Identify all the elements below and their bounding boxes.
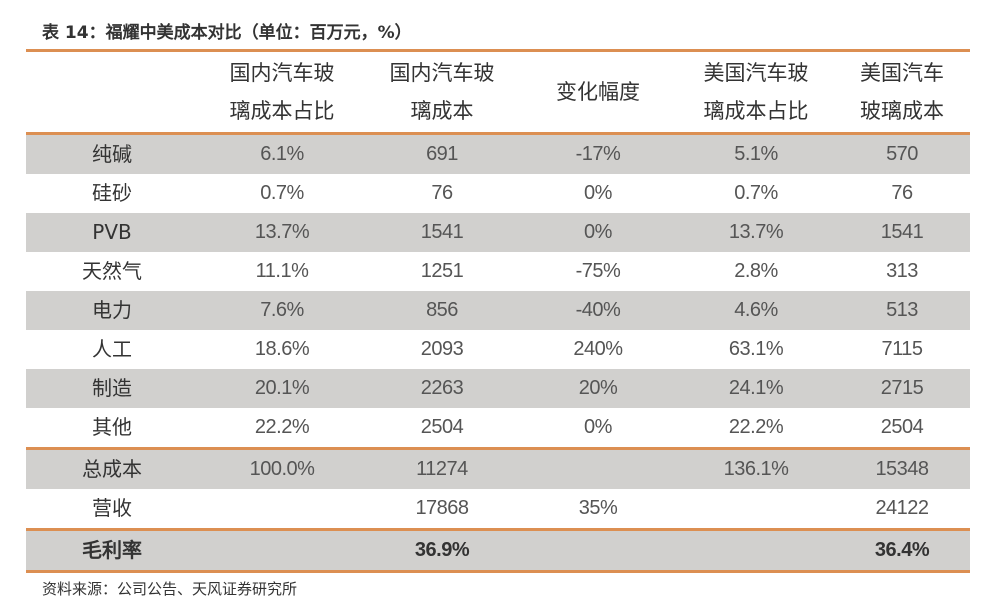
table-row: 纯碱 6.1% 691 -17% 5.1% 570 [26,135,970,174]
row-label: 毛利率 [82,538,142,562]
table-cell: 20.1% [254,377,310,399]
table-cell: 4.6% [734,299,778,321]
column-header-line: 璃成本占比 [229,99,335,123]
table-cell: 18.6% [254,338,310,360]
table-cell: 2504 [880,416,924,438]
table-cell: 5.1% [734,143,778,165]
table-cell: 0% [584,182,612,204]
table-row: 电力 7.6% 856 -40% 4.6% 513 [26,291,970,330]
column-header-line: 玻璃成本 [860,99,944,123]
column-header: 国内汽车玻璃成本占比 [198,54,366,130]
table-cell: -75% [575,260,621,282]
row-label: 其他 [92,415,132,439]
table-row: PVB 13.7% 1541 0% 13.7% 1541 [26,213,970,252]
row-label: 电力 [92,298,132,322]
table-cell: 1251 [420,260,464,282]
table-cell: 1541 [880,221,924,243]
row-label: 人工 [92,337,132,361]
table-cell: 36.9% [414,539,470,561]
divider [26,132,970,135]
table-row: 硅砂 0.7% 76 0% 0.7% 76 [26,174,970,213]
divider [26,528,970,531]
table-cell: 6.1% [260,143,304,165]
column-header: 美国汽车 玻璃成本 [834,54,970,130]
table-cell: 136.1% [723,458,789,480]
table-cell: 856 [426,299,458,321]
table-row: 人工 18.6% 2093 240% 63.1% 7115 [26,330,970,369]
row-label: 硅砂 [92,181,132,205]
row-label: 纯碱 [92,142,132,166]
column-header-line: 美国汽车玻 [703,61,809,85]
table-cell: 1541 [420,221,464,243]
table-cell: 17868 [415,497,469,519]
table-cell: 76 [431,182,453,204]
column-header-line: 美国汽车 [860,61,944,85]
table-cell: 691 [426,143,458,165]
table-cell: 20% [578,377,618,399]
table-cell: 22.2% [254,416,310,438]
divider [26,570,970,573]
table-cell: 35% [578,497,618,519]
table-cell: 13.7% [728,221,784,243]
table-row: 总成本 100.0% 11274 136.1% 15348 [26,450,970,489]
table-cell: 0% [584,221,612,243]
source-note: 资料来源：公司公告、天风证券研究所 [42,580,298,598]
table-title: 表 14：福耀中美成本对比（单位：百万元，%） [42,23,412,43]
column-header-line: 国内汽车玻 [389,61,495,85]
table-cell: 0% [584,416,612,438]
table-cell: 570 [886,143,918,165]
table-cell: 22.2% [728,416,784,438]
table-row: 毛利率 36.9% 36.4% [26,531,970,570]
table-cell: 24.1% [728,377,784,399]
cost-comparison-table: 国内汽车玻 璃成本占比 国内汽车玻 璃成本 变化幅度 美国汽车玻 璃成本占比 美国汽车 玻璃成本… [26,49,970,573]
column-header: 美国汽车玻璃成本占比 [678,54,834,130]
table-cell: 11274 [416,458,468,480]
table-cell: 100.0% [249,458,315,480]
table-cell: 2093 [420,338,464,360]
table-cell: 2504 [420,416,464,438]
column-header-line: 璃成本占比 [703,99,809,123]
row-label: 制造 [92,376,132,400]
table-cell: 24122 [875,497,929,519]
table-cell: 2715 [880,377,924,399]
divider [26,447,970,450]
row-label: 总成本 [82,457,142,481]
table-row: 其他 22.2% 2504 0% 22.2% 2504 [26,408,970,447]
column-header: 国内汽车玻 璃成本 [366,54,518,130]
header-row: 国内汽车玻 璃成本占比 国内汽车玻 璃成本 变化幅度 美国汽车玻 璃成本占比 美国汽车 玻璃成本 [26,52,970,132]
table-cell: 2263 [420,377,464,399]
row-label: PVB [92,220,132,244]
row-label: 天然气 [82,259,142,283]
table-cell: 2.8% [734,260,778,282]
column-header: 变化幅度 [518,73,678,111]
table-cell: -17% [575,143,621,165]
table-cell: 0.7% [260,182,304,204]
table-cell: 36.4% [874,539,930,561]
table-cell: 11.1% [255,260,309,282]
column-header-line: 璃成本 [410,99,474,123]
table-cell: 13.7% [254,221,310,243]
table-row: 天然气 11.1% 1251 -75% 2.8% 313 [26,252,970,291]
row-label: 营收 [92,496,132,520]
table-cell: 63.1% [728,338,784,360]
divider [26,49,970,52]
column-header-line: 国内汽车玻 [229,61,335,85]
table-cell: -40% [575,299,621,321]
column-header-line: 变化幅度 [556,80,640,104]
table-cell: 513 [886,299,918,321]
table-cell: 15348 [875,458,929,480]
table-cell: 7115 [881,338,923,360]
table-row: 制造 20.1% 2263 20% 24.1% 2715 [26,369,970,408]
table-cell: 0.7% [734,182,778,204]
table-cell: 240% [573,338,623,360]
table-cell: 76 [891,182,913,204]
table-cell: 7.6% [260,299,304,321]
table-cell: 313 [886,260,918,282]
table-row: 营收 17868 35% 24122 [26,489,970,528]
